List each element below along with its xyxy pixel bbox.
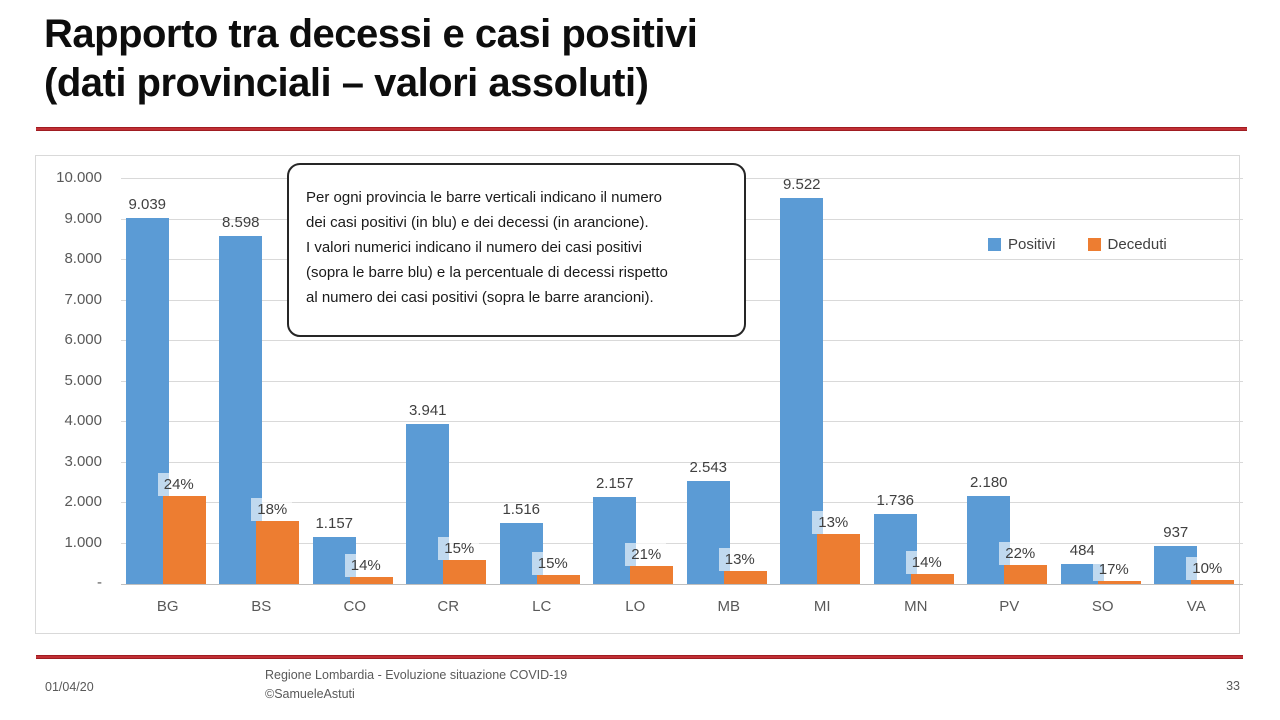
- positivi-value-label-MN: 1.736: [876, 492, 915, 509]
- slide-title: Rapporto tra decessi e casi positivi (dat…: [44, 10, 698, 108]
- gridline-3000: [121, 461, 1243, 463]
- bar-positivi-BG: [125, 218, 169, 584]
- y-axis-tick-label: 9.000: [64, 209, 102, 227]
- legend-deceduti-swatch-icon: [1087, 238, 1101, 251]
- deceduti-pct-label-PV: 22%: [999, 542, 1041, 565]
- deceduti-pct-label-LO: 21%: [625, 543, 667, 566]
- legend-item-positivi: Positivi: [988, 236, 1056, 253]
- legend-positivi-swatch-icon: [988, 238, 1001, 251]
- title-underline-rule: [36, 127, 1247, 131]
- deceduti-pct-label-BS: 18%: [251, 498, 293, 521]
- x-axis-label-MB: MB: [717, 598, 741, 615]
- positivi-value-label-BS: 8.598: [221, 214, 260, 231]
- x-axis-label-LC: LC: [532, 598, 552, 615]
- positivi-value-label-SO: 484: [1069, 542, 1095, 559]
- y-axis-tick-label: 2.000: [64, 493, 102, 510]
- positivi-value-label-CO: 1.157: [315, 515, 354, 532]
- annotation-callout-box: Per ogni provincia le barre verticali in…: [287, 163, 746, 337]
- bar-deceduti-VA: [1191, 580, 1235, 584]
- bar-deceduti-LO: [630, 566, 674, 584]
- positivi-value-label-VA: 937: [1163, 524, 1189, 541]
- bar-deceduti-SO: [1097, 581, 1141, 584]
- chart-panel: 9.039 24% 8.598 18% 1.157 14% 3.941 15% 1.516 15%…: [35, 155, 1243, 634]
- y-axis-tick-label: 7.000: [64, 290, 102, 308]
- y-axis-tick-label: 5.000: [64, 371, 102, 389]
- positivi-value-label-LC: 1.516: [502, 501, 541, 518]
- plot-area: 9.039 24% 8.598 18% 1.157 14% 3.941 15% 1.516 15%…: [121, 176, 1243, 585]
- deceduti-pct-label-SO: 17%: [1092, 558, 1134, 581]
- footer-credit: Regione Lombardia - Evoluzione situazion…: [265, 666, 567, 704]
- deceduti-pct-label-CR: 15%: [438, 537, 480, 560]
- y-axis-tick-label: 8.000: [64, 250, 102, 267]
- gridline-1000: [121, 542, 1243, 544]
- y-axis-tick-label: 6.000: [64, 331, 102, 348]
- deceduti-pct-label-LC: 15%: [531, 552, 573, 575]
- x-axis-line: [121, 584, 1243, 585]
- x-axis-label-LO: LO: [625, 598, 646, 615]
- legend-deceduti-label: Deceduti: [1107, 236, 1167, 253]
- x-axis-label-VA: VA: [1186, 598, 1206, 615]
- title-line-2: (dati provinciali – valori assoluti): [44, 61, 649, 105]
- bar-deceduti-CR: [443, 560, 487, 584]
- deceduti-pct-label-MI: 13%: [812, 511, 854, 534]
- deceduti-pct-label-MN: 14%: [905, 551, 947, 574]
- positivi-value-label-BG: 9.039: [128, 196, 167, 213]
- positivi-value-label-PV: 2.180: [969, 474, 1008, 491]
- footer-credit-line-2: ©SamueleAstuti: [265, 687, 355, 701]
- gridline-4000: [121, 421, 1243, 422]
- x-axis-label-BG: BG: [156, 598, 179, 615]
- y-axis-tick-label: 1.000: [64, 533, 102, 551]
- deceduti-pct-label-CO: 14%: [344, 554, 386, 577]
- deceduti-pct-label-VA: 10%: [1186, 557, 1228, 580]
- x-axis-label-MN: MN: [904, 598, 928, 615]
- bar-deceduti-PV: [1004, 565, 1048, 584]
- y-axis-tick-label: 3.000: [64, 452, 102, 470]
- annotation-text: Per ogni provincia le barre verticali in…: [306, 188, 668, 306]
- legend-positivi-label: Positivi: [1008, 236, 1056, 253]
- footer-date: 01/04/20: [45, 680, 94, 694]
- bar-positivi-LO: [593, 497, 637, 584]
- x-axis-label-SO: SO: [1091, 598, 1114, 615]
- y-axis-tick-label: 4.000: [64, 412, 102, 429]
- positivi-value-label-MI: 9.522: [782, 176, 821, 193]
- y-axis-tick-label: -: [97, 574, 102, 591]
- y-axis-tick-label: 10.000: [56, 169, 102, 186]
- title-line-1: Rapporto tra decessi e casi positivi: [44, 12, 698, 56]
- bar-deceduti-MB: [723, 571, 767, 584]
- x-axis-label-BS: BS: [251, 598, 272, 615]
- bar-deceduti-BG: [162, 496, 206, 584]
- x-axis-label-PV: PV: [999, 598, 1020, 615]
- bar-deceduti-LC: [536, 575, 580, 584]
- bar-deceduti-CO: [349, 577, 393, 584]
- x-axis-label-CO: CO: [343, 598, 367, 615]
- footer-rule: [36, 655, 1243, 659]
- bar-positivi-BS: [219, 236, 263, 584]
- bar-positivi-PV: [967, 496, 1011, 584]
- footer-page-number: 33: [1226, 679, 1240, 693]
- chart-legend: Positivi Deceduti: [988, 236, 1167, 253]
- x-axis-label-MI: MI: [813, 598, 831, 615]
- bar-deceduti-MI: [817, 534, 861, 584]
- positivi-value-label-CR: 3.941: [408, 402, 447, 419]
- bar-deceduti-MN: [910, 574, 954, 584]
- footer-credit-line-1: Regione Lombardia - Evoluzione situazion…: [265, 668, 568, 682]
- x-axis-label-CR: CR: [437, 598, 460, 615]
- positivi-value-label-MB: 2.543: [689, 459, 728, 476]
- deceduti-pct-label-BG: 24%: [157, 473, 199, 496]
- deceduti-pct-label-MB: 13%: [718, 548, 760, 571]
- positivi-value-label-LO: 2.157: [595, 475, 634, 492]
- gridline-5000: [121, 380, 1243, 382]
- gridline-2000: [121, 502, 1243, 503]
- legend-item-deceduti: Deceduti: [1087, 236, 1167, 253]
- bar-deceduti-BS: [256, 521, 300, 584]
- gridline-6000: [121, 340, 1243, 341]
